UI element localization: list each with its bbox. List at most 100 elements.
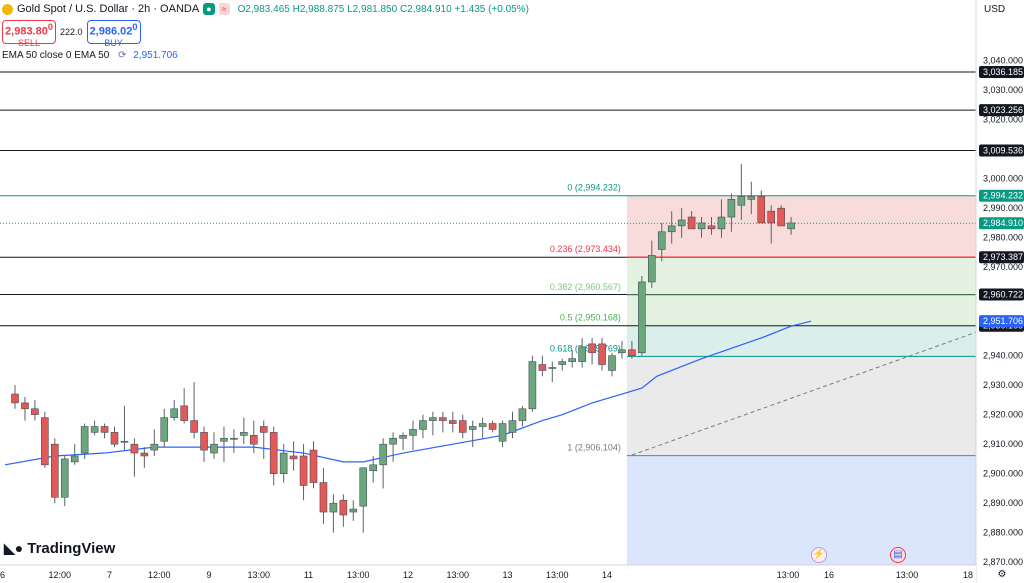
candle-body [120, 440, 129, 443]
candle-body [379, 443, 387, 466]
candle-body [757, 196, 766, 224]
candle-body [349, 508, 358, 513]
y-tick-12: 2,990.000 [983, 203, 1023, 213]
candle-66 [667, 211, 676, 244]
candle-body [687, 216, 696, 230]
fib-label-2: 0.382 (2,960.567) [550, 282, 621, 292]
candle-body [339, 499, 348, 516]
currency-label[interactable]: USD [984, 4, 1006, 15]
fib-label-3: 0.5 (2,950.168) [560, 313, 621, 323]
candle-body [618, 349, 626, 354]
candle-body [608, 355, 616, 371]
candle-body [588, 343, 596, 354]
candle-body [399, 435, 407, 439]
y-tick-3: 2,900.000 [983, 469, 1023, 479]
candle-75 [757, 190, 766, 224]
candle-18 [190, 382, 198, 439]
buy-price-sup: 0 [132, 22, 138, 32]
candle-body [180, 405, 188, 421]
candle-31 [319, 467, 328, 524]
candle-55 [558, 358, 567, 371]
y-tick-1: 2,880.000 [983, 528, 1023, 538]
price-marker-0-bg [979, 189, 1024, 202]
candle-26 [269, 426, 278, 486]
symbol-title[interactable]: Gold Spot / U.S. Dollar · 2h · OANDA [17, 3, 200, 15]
lightning-event-icon[interactable]: ⚡ [811, 547, 827, 563]
candle-body [60, 458, 69, 498]
chart-header: Gold Spot / U.S. Dollar · 2h · OANDA ● ≈… [0, 0, 529, 18]
candle-72 [727, 193, 736, 232]
candle-body [269, 432, 278, 474]
candle-10 [110, 426, 119, 448]
candle-body [468, 426, 477, 430]
change-value: +1.435 (+0.05%) [454, 3, 529, 15]
candle-34 [349, 500, 358, 521]
sync-icon[interactable]: ⟳ [118, 50, 127, 61]
gold-coin-icon [2, 3, 13, 15]
candle-33 [339, 494, 348, 527]
candle-45 [458, 414, 467, 439]
candle-32 [329, 494, 338, 533]
level-marker-0: 3,036.185 [983, 67, 1023, 77]
candle-body [150, 443, 159, 451]
settings-gear-icon[interactable]: ⚙ [997, 569, 1007, 580]
candle-68 [687, 211, 696, 230]
candle-body [448, 420, 457, 424]
candle-2 [31, 399, 39, 421]
candle-36 [369, 455, 378, 483]
candle-body [578, 346, 586, 362]
candle-49 [498, 420, 507, 448]
candle-43 [439, 411, 447, 433]
candle-9 [100, 423, 109, 439]
fib-zone-3 [626, 325, 976, 357]
candle-body [458, 420, 467, 433]
sell-button[interactable]: 2,983.800 SELL [2, 20, 56, 48]
buy-button[interactable]: 2,986.020 BUY [86, 20, 141, 48]
candle-body [568, 358, 577, 362]
candle-20 [210, 432, 218, 459]
candle-78 [787, 217, 795, 235]
spread-value: 222.0 [60, 27, 83, 37]
x-tick-11: 13:00 [546, 570, 569, 580]
candle-62 [628, 340, 636, 359]
candle-50 [508, 411, 517, 439]
candle-41 [419, 414, 427, 439]
candle-58 [588, 337, 596, 365]
candle-70 [707, 217, 716, 235]
y-tick-10: 2,970.000 [983, 262, 1023, 272]
level-marker-2-bg [979, 144, 1024, 157]
candle-1 [21, 396, 29, 421]
candle-body [737, 196, 746, 206]
y-tick-4: 2,910.000 [983, 439, 1023, 449]
candle-body [717, 216, 726, 230]
candle-28 [289, 441, 298, 471]
indicator-legend[interactable]: EMA 50 close 0 EMA 50 ⟳ 2,951.706 [2, 50, 178, 61]
candle-body [638, 281, 646, 354]
candle-body [419, 420, 427, 430]
candle-60 [608, 352, 616, 377]
candle-body [657, 231, 666, 250]
sell-price-sup: 0 [47, 22, 53, 32]
candle-body [359, 467, 368, 507]
level-marker-1: 3,023.256 [983, 105, 1023, 115]
y-tick-16: 3,030.000 [983, 85, 1023, 95]
ohlc-readout: O2,983.465 H2,988.875 L2,981.850 C2,984.… [238, 4, 529, 15]
y-tick-15: 3,020.000 [983, 115, 1023, 125]
candle-body [747, 196, 756, 200]
candle-64 [647, 240, 656, 288]
candle-body [289, 455, 298, 460]
candle-67 [677, 208, 686, 238]
candle-body [677, 219, 686, 227]
y-tick-2: 2,890.000 [983, 498, 1023, 508]
candle-71 [717, 199, 726, 238]
candle-23 [240, 417, 248, 445]
candle-body [259, 426, 268, 433]
tradingview-logo[interactable]: ◣● TradingView [4, 540, 115, 557]
candle-11 [120, 405, 129, 451]
candle-body [240, 432, 248, 436]
price-marker-1: 2,984.910 [983, 218, 1023, 228]
candle-29 [299, 444, 308, 501]
us-flag-event-icon[interactable]: ▤ [890, 547, 906, 563]
candle-65 [657, 222, 666, 262]
